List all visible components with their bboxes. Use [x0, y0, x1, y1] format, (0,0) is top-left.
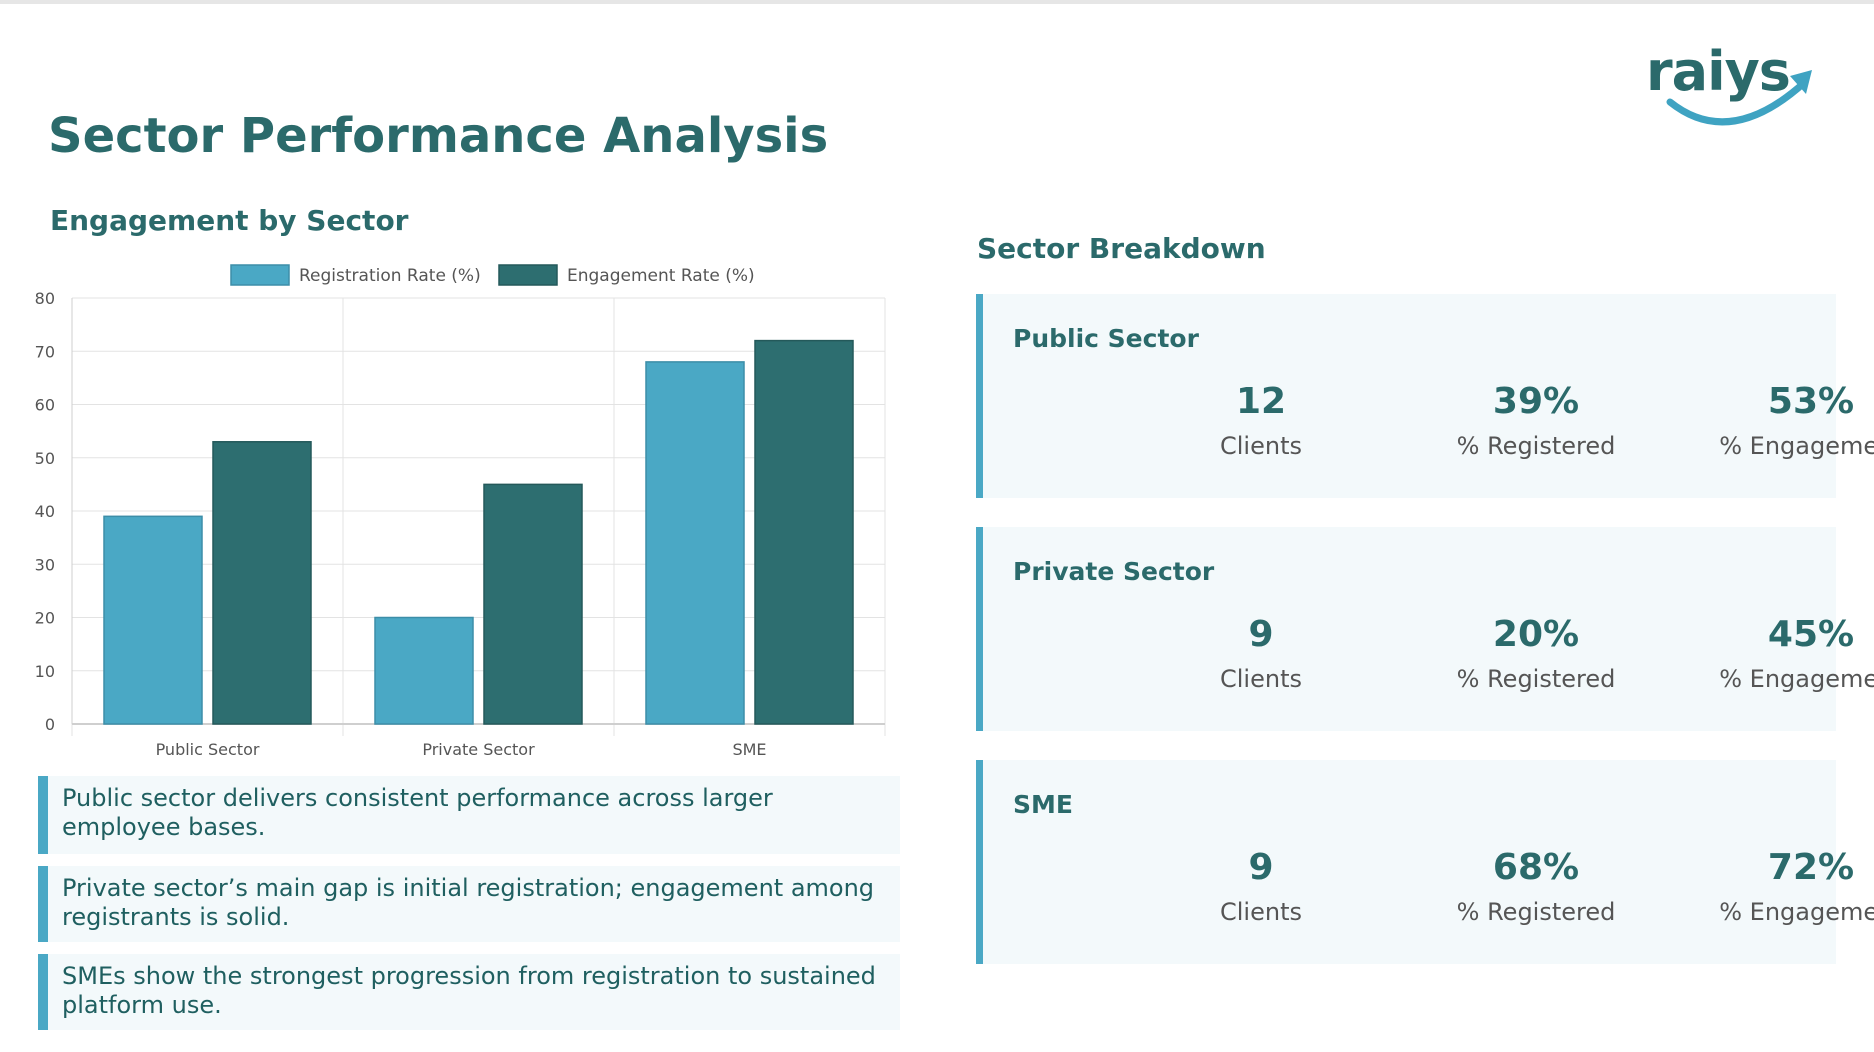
sector-name: SME [1013, 790, 1073, 819]
clients-value: 12 [1235, 381, 1287, 422]
clients-value: 9 [1248, 614, 1274, 655]
bar-engagement [754, 339, 854, 725]
chart-title: Engagement by Sector [50, 204, 409, 237]
y-tick-label: 0 [45, 715, 55, 734]
sector-name: Private Sector [1013, 557, 1215, 586]
registered-value: 39% [1492, 381, 1580, 422]
y-tick-label: 40 [35, 502, 55, 521]
clients-stat: 9 Clients [1141, 846, 1381, 926]
registered-value: 20% [1492, 614, 1580, 655]
insight-text: Private sector’s main gap is initial reg… [62, 874, 875, 931]
engagement-value: 45% [1767, 614, 1855, 655]
clients-label: Clients [1220, 432, 1302, 460]
engagement-label: % Engagement [1719, 898, 1874, 926]
y-tick-label: 70 [35, 342, 55, 361]
engagement-stat: 72% % Engagement [1691, 846, 1874, 926]
registered-label: % Registered [1456, 432, 1616, 460]
engagement-value: 53% [1767, 381, 1855, 422]
bar-registration [645, 361, 745, 725]
registered-label: % Registered [1456, 665, 1616, 693]
bar-engagement [483, 483, 583, 725]
insight-sme: SMEs show the strongest progression from… [38, 954, 900, 1030]
insight-text: Public sector delivers consistent perfor… [62, 784, 773, 841]
x-tick-label: SME [732, 740, 766, 759]
legend-swatch [230, 264, 290, 286]
bar-registration [103, 515, 203, 725]
breakdown-title: Sector Breakdown [977, 232, 1266, 265]
registered-value: 68% [1492, 847, 1580, 888]
raiys-logo: raiys [1640, 40, 1820, 140]
engagement-stat: 53% % Engagement [1691, 380, 1874, 460]
bar-registration [374, 616, 474, 725]
insight-private: Private sector’s main gap is initial reg… [38, 866, 900, 942]
top-rule [0, 0, 1874, 4]
y-tick-label: 50 [35, 449, 55, 468]
engagement-stat: 45% % Engagement [1691, 613, 1874, 693]
y-tick-label: 30 [35, 555, 55, 574]
sector-card-sme: SME 9 Clients 68% % Registered 72% % Eng… [976, 760, 1874, 964]
clients-label: Clients [1220, 898, 1302, 926]
y-tick-label: 60 [35, 396, 55, 415]
engagement-bar-chart: 0 10 20 30 40 50 60 70 80 Public Sector Private Se… [35, 264, 886, 759]
legend-label: Registration Rate (%) [299, 266, 481, 286]
engagement-label: % Engagement [1719, 665, 1874, 693]
registered-stat: 20% % Registered [1416, 613, 1656, 693]
page-title: Sector Performance Analysis [48, 108, 829, 164]
bar-engagement [212, 441, 312, 725]
clients-value: 9 [1248, 847, 1274, 888]
x-tick-label: Private Sector [422, 740, 535, 759]
y-tick-label: 80 [35, 289, 55, 308]
logo-text: raiys [1646, 40, 1791, 103]
insight-public: Public sector delivers consistent perfor… [38, 776, 900, 854]
clients-label: Clients [1220, 665, 1302, 693]
registered-stat: 68% % Registered [1416, 846, 1656, 926]
engagement-label: % Engagement [1719, 432, 1874, 460]
legend-label: Engagement Rate (%) [567, 266, 755, 286]
clients-stat: 12 Clients [1141, 380, 1381, 460]
clients-stat: 9 Clients [1141, 613, 1381, 693]
registered-label: % Registered [1456, 898, 1616, 926]
engagement-value: 72% [1767, 847, 1855, 888]
sector-card-private: Private Sector 9 Clients 20% % Registere… [976, 527, 1874, 731]
y-tick-label: 10 [35, 662, 55, 681]
insight-text: SMEs show the strongest progression from… [62, 962, 876, 1019]
sector-name: Public Sector [1013, 324, 1199, 353]
sector-card-public: Public Sector 12 Clients 39% % Registere… [976, 294, 1874, 498]
registered-stat: 39% % Registered [1416, 380, 1656, 460]
legend-swatch [498, 264, 558, 286]
x-tick-label: Public Sector [156, 740, 260, 759]
logo-swoosh-icon [1666, 70, 1812, 126]
y-tick-label: 20 [35, 609, 55, 628]
